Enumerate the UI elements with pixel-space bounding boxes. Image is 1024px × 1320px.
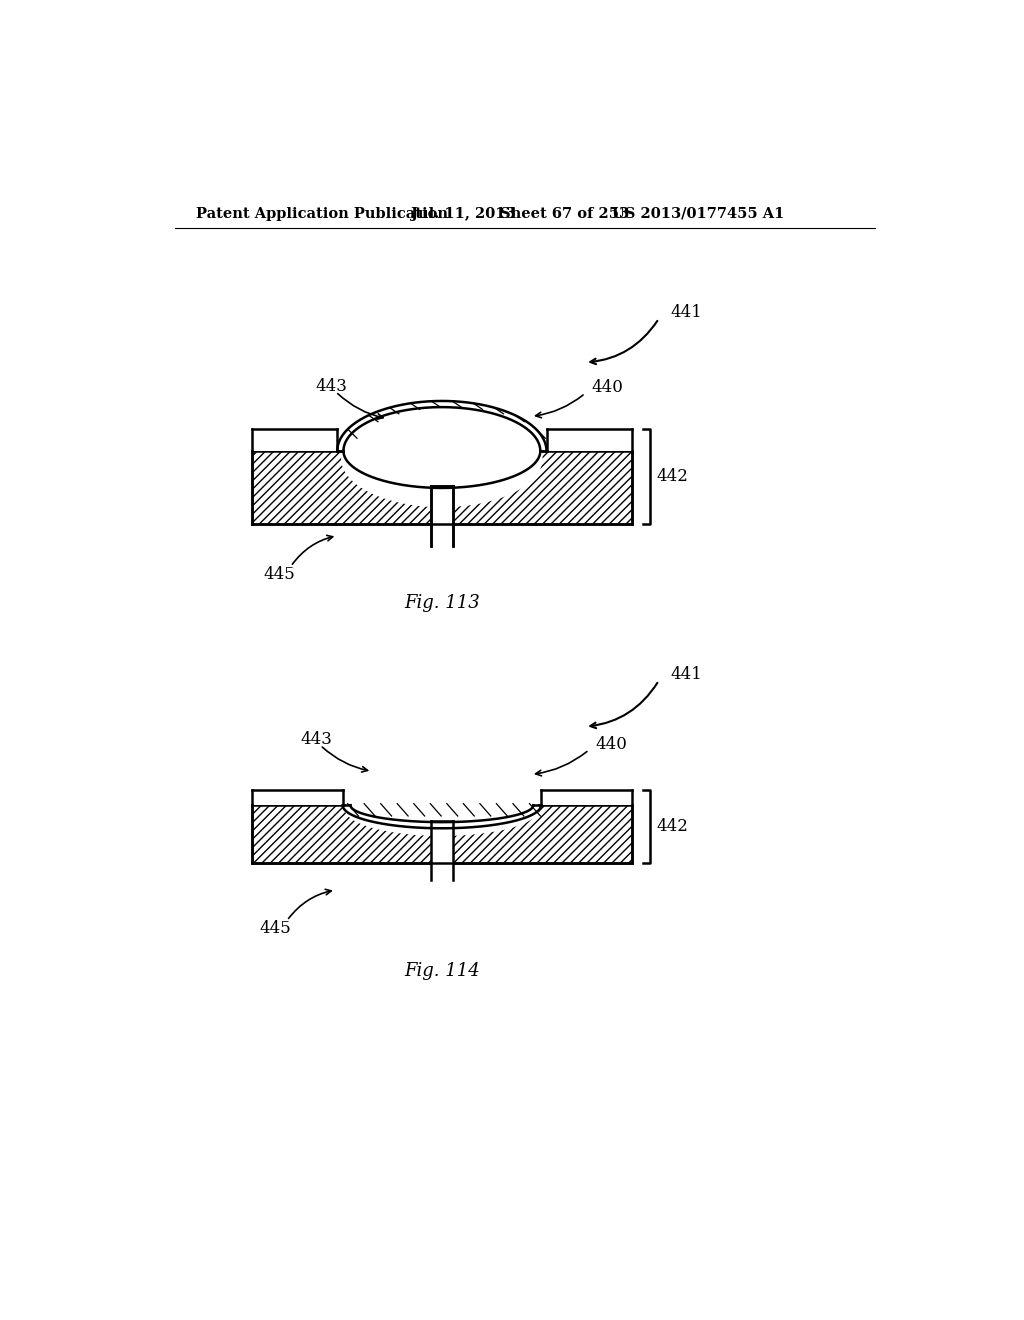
Bar (431, 821, 453, 880)
Text: 440: 440 (595, 735, 627, 752)
Bar (541, 789, 632, 805)
Text: 445: 445 (263, 566, 295, 582)
Text: 442: 442 (656, 818, 688, 834)
Text: Fig. 113: Fig. 113 (404, 594, 480, 612)
Text: 445: 445 (260, 920, 292, 937)
Text: 440: 440 (592, 379, 624, 396)
Text: Patent Application Publication: Patent Application Publication (197, 207, 449, 220)
Text: 441: 441 (671, 665, 702, 682)
Text: Fig. 114: Fig. 114 (404, 962, 480, 979)
Text: US 2013/0177455 A1: US 2013/0177455 A1 (612, 207, 784, 220)
Text: 443: 443 (300, 731, 332, 748)
Text: Sheet 67 of 253: Sheet 67 of 253 (500, 207, 629, 220)
Bar (547, 429, 632, 451)
Ellipse shape (345, 781, 540, 836)
Bar (252, 451, 632, 524)
Text: 441: 441 (671, 304, 702, 321)
Text: Jul. 11, 2013: Jul. 11, 2013 (411, 207, 515, 220)
Bar (252, 789, 343, 805)
Text: 442: 442 (656, 469, 688, 486)
Bar (252, 805, 632, 863)
Text: 443: 443 (315, 378, 347, 395)
Bar (431, 487, 453, 545)
Bar (252, 429, 337, 451)
Ellipse shape (341, 411, 543, 507)
